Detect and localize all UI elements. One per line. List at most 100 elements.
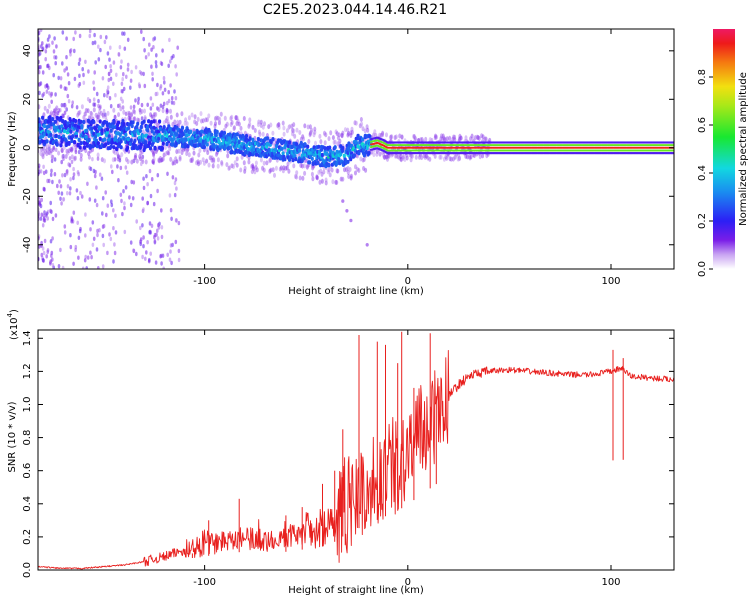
spectral-cell	[170, 260, 173, 266]
spectral-cell	[235, 156, 239, 162]
spectral-cell	[68, 123, 72, 128]
spectrogram-y-axis-label: Frequency (Hz)	[7, 111, 18, 187]
spectral-cell	[335, 131, 339, 137]
spectral-cell	[124, 185, 128, 190]
spectral-cell	[48, 146, 51, 151]
spectral-cell	[105, 35, 108, 40]
spectral-cell	[215, 151, 218, 157]
spectral-cell	[61, 265, 65, 269]
spectral-cell	[138, 128, 142, 133]
spectral-cell	[83, 141, 87, 146]
spectral-cell	[250, 169, 254, 175]
spectral-cell	[65, 86, 68, 92]
spectral-cell	[56, 183, 59, 189]
spectral-cell	[303, 142, 307, 147]
spectral-cell	[122, 86, 126, 92]
spectral-cell	[112, 60, 116, 65]
spectral-cell	[152, 131, 156, 136]
spectral-cell	[327, 167, 331, 173]
spectral-cell	[74, 30, 77, 35]
spectral-cell	[65, 169, 69, 175]
spectral-cell	[98, 136, 102, 141]
spectral-cell	[165, 107, 169, 113]
spectral-cell	[42, 186, 46, 192]
spectral-cell	[354, 164, 357, 170]
spectral-cell	[112, 259, 115, 264]
spectral-cell	[468, 155, 472, 161]
spectral-cell	[159, 254, 162, 259]
spectral-cell	[347, 131, 351, 137]
spectral-cell	[128, 141, 132, 146]
spectral-cell	[116, 126, 120, 131]
spectral-cell	[329, 130, 333, 136]
spectral-cell	[39, 216, 43, 221]
spectral-cell	[162, 76, 166, 81]
spectral-cell	[161, 91, 165, 96]
spectral-cell	[122, 72, 125, 77]
x-tick-label: -100	[193, 577, 216, 588]
spectral-cell	[292, 163, 296, 169]
spectral-cell	[38, 123, 42, 128]
spectral-cell	[59, 143, 63, 148]
spectral-cell	[280, 146, 284, 151]
spectral-cell	[302, 156, 306, 161]
x-tick-label: -100	[193, 276, 216, 287]
spectral-cell	[112, 120, 116, 125]
spectral-cell	[38, 65, 41, 70]
spectral-cell	[355, 166, 359, 172]
spectral-cell	[44, 148, 47, 154]
spectral-cell	[262, 160, 266, 166]
spectral-cell	[116, 156, 120, 162]
spectral-cell	[129, 78, 133, 83]
spectral-cell	[136, 117, 140, 123]
snr-x-axis-label: Height of straight line (km)	[288, 585, 424, 596]
spectral-cell	[196, 116, 200, 122]
spectral-cell	[38, 90, 41, 96]
spectral-cell	[131, 120, 135, 125]
spectral-cell	[282, 125, 286, 131]
spectral-cell	[306, 144, 310, 149]
spectral-cell	[276, 123, 280, 129]
spectral-cell	[122, 189, 125, 194]
spectral-cell	[167, 63, 170, 68]
x-tick-label: 100	[601, 577, 620, 588]
spectral-cell	[51, 179, 54, 185]
spectral-cell	[162, 152, 166, 158]
spectral-cell	[382, 152, 386, 158]
spectral-cell	[120, 81, 124, 87]
spectral-cell	[201, 157, 205, 163]
spectral-cell	[122, 109, 126, 115]
spectral-cell	[130, 124, 134, 129]
spectral-cell	[336, 168, 340, 174]
spectral-cell	[248, 136, 252, 141]
spectral-cell	[140, 157, 144, 163]
spectral-cell	[158, 119, 162, 124]
spectral-cell	[410, 153, 414, 159]
spectral-cell	[169, 83, 172, 88]
spectral-cell	[160, 208, 163, 213]
spectral-cell	[45, 151, 49, 157]
spectral-cell	[230, 114, 234, 120]
spectral-cell	[294, 157, 298, 162]
spectral-cell	[62, 113, 65, 119]
spectral-cell	[41, 152, 44, 158]
spectral-cell	[139, 150, 143, 156]
spectral-cell	[65, 107, 68, 112]
spectral-cell	[256, 122, 260, 128]
spectral-cell	[93, 40, 97, 45]
spectral-cell	[171, 242, 174, 248]
spectral-cell	[235, 121, 239, 127]
spectral-cell	[223, 115, 227, 121]
spectrogram-x-axis-label: Height of straight line (km)	[288, 286, 424, 297]
spectral-cell	[62, 153, 65, 159]
spectral-cell	[110, 164, 113, 169]
spectral-cell	[326, 169, 330, 175]
spectral-cell	[439, 154, 443, 160]
spectral-cell	[95, 91, 99, 97]
spectral-cell	[333, 145, 337, 150]
spectral-cell	[349, 130, 353, 136]
spectral-cell	[303, 170, 307, 176]
spectral-cell	[343, 127, 347, 133]
spectral-cell	[170, 96, 174, 101]
spectral-cell	[237, 121, 241, 127]
